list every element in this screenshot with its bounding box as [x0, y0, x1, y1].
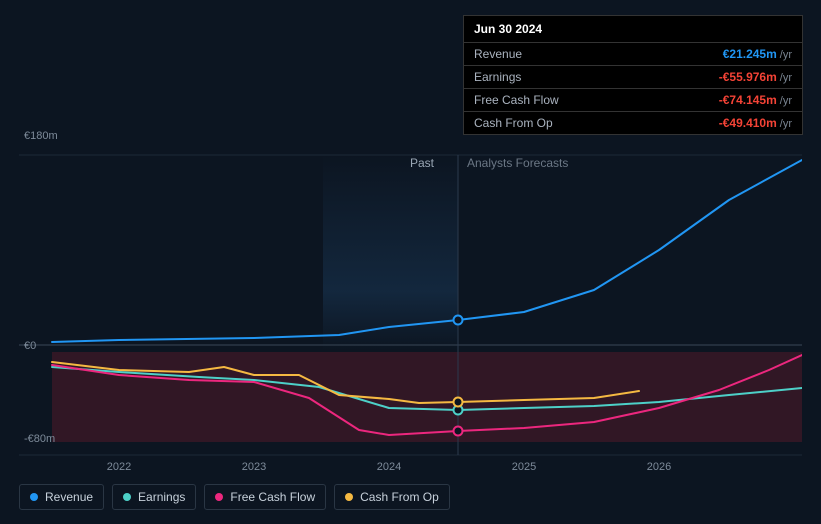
- tooltip-row: Earnings-€55.976m/yr: [464, 66, 802, 89]
- tooltip-row-unit: /yr: [780, 49, 792, 61]
- legend-dot-icon: [345, 493, 353, 501]
- legend-item[interactable]: Revenue: [19, 484, 104, 510]
- tooltip-row-unit: /yr: [780, 95, 792, 107]
- svg-text:Past: Past: [410, 156, 435, 170]
- tooltip-row: Free Cash Flow-€74.145m/yr: [464, 89, 802, 112]
- svg-text:2025: 2025: [512, 461, 536, 473]
- tooltip-row-value: -€49.410m: [719, 116, 777, 130]
- svg-text:2024: 2024: [377, 461, 401, 473]
- svg-text:-€80m: -€80m: [24, 433, 55, 445]
- legend-item-label: Revenue: [45, 490, 93, 504]
- tooltip-row-label: Earnings: [474, 70, 719, 84]
- tooltip-row: Cash From Op-€49.410m/yr: [464, 112, 802, 134]
- legend-item-label: Free Cash Flow: [230, 490, 315, 504]
- tooltip-row-value: -€74.145m: [719, 93, 777, 107]
- tooltip-row: Revenue€21.245m/yr: [464, 43, 802, 66]
- tooltip-date: Jun 30 2024: [464, 16, 802, 43]
- legend-dot-icon: [215, 493, 223, 501]
- legend-item[interactable]: Free Cash Flow: [204, 484, 326, 510]
- svg-text:2026: 2026: [647, 461, 671, 473]
- legend-item-label: Cash From Op: [360, 490, 439, 504]
- svg-text:2022: 2022: [107, 461, 131, 473]
- chart-legend: Revenue Earnings Free Cash Flow Cash From O…: [19, 484, 450, 510]
- tooltip-row-value: €21.245m: [723, 47, 777, 61]
- legend-dot-icon: [123, 493, 131, 501]
- svg-text:Analysts Forecasts: Analysts Forecasts: [467, 156, 568, 170]
- legend-item-label: Earnings: [138, 490, 185, 504]
- legend-dot-icon: [30, 493, 38, 501]
- svg-text:€180m: €180m: [24, 130, 58, 142]
- tooltip-row-label: Cash From Op: [474, 116, 719, 130]
- tooltip-row-value: -€55.976m: [719, 70, 777, 84]
- legend-item[interactable]: Cash From Op: [334, 484, 450, 510]
- chart-tooltip: Jun 30 2024 Revenue€21.245m/yrEarnings-€…: [463, 15, 803, 135]
- tooltip-row-unit: /yr: [780, 72, 792, 84]
- legend-item[interactable]: Earnings: [112, 484, 196, 510]
- tooltip-row-unit: /yr: [780, 118, 792, 130]
- tooltip-row-label: Free Cash Flow: [474, 93, 719, 107]
- svg-text:2023: 2023: [242, 461, 266, 473]
- tooltip-row-label: Revenue: [474, 47, 723, 61]
- svg-text:€0: €0: [24, 340, 36, 352]
